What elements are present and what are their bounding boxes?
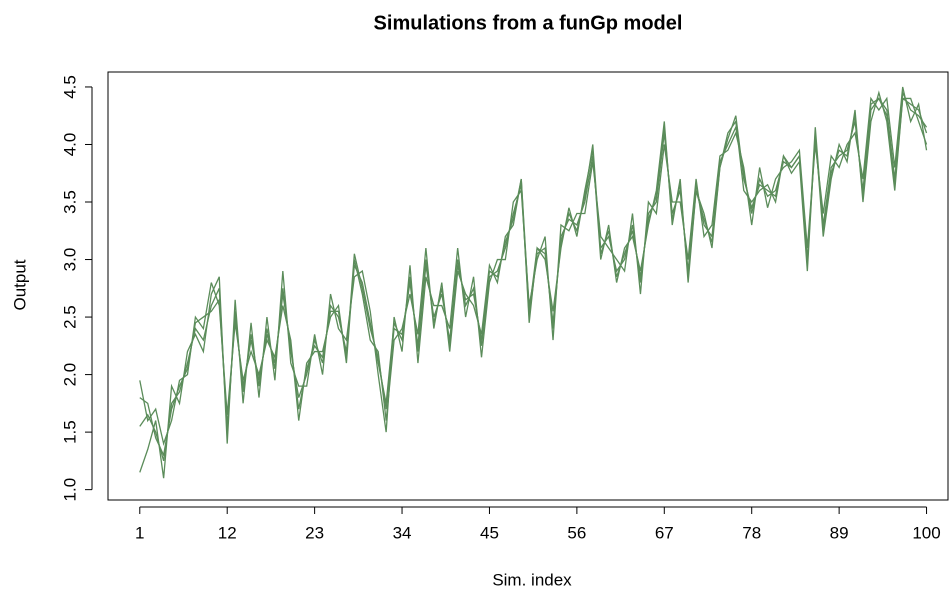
x-tick-label: 67 bbox=[655, 523, 674, 542]
y-tick-label: 2.0 bbox=[60, 363, 79, 387]
x-tick-label: 56 bbox=[567, 523, 586, 542]
y-tick-label: 3.5 bbox=[60, 190, 79, 214]
x-tick-label: 45 bbox=[480, 523, 499, 542]
chart-title: Simulations from a funGp model bbox=[374, 12, 683, 34]
y-tick-label: 1.5 bbox=[60, 420, 79, 444]
y-tick-label: 1.0 bbox=[60, 478, 79, 502]
x-axis-label: Sim. index bbox=[492, 570, 572, 589]
x-tick-label: 12 bbox=[218, 523, 237, 542]
x-tick-label: 34 bbox=[393, 523, 412, 542]
x-tick-label: 1 bbox=[135, 523, 144, 542]
x-tick-label: 89 bbox=[830, 523, 849, 542]
y-tick-label: 2.5 bbox=[60, 305, 79, 329]
x-tick-label: 100 bbox=[912, 523, 940, 542]
y-tick-label: 4.5 bbox=[60, 75, 79, 99]
plot-frame bbox=[107, 71, 949, 501]
x-tick-label: 23 bbox=[305, 523, 324, 542]
y-axis-label: Output bbox=[10, 259, 29, 310]
y-tick-label: 4.0 bbox=[60, 133, 79, 157]
series-line bbox=[139, 97, 928, 458]
x-tick-label: 78 bbox=[742, 523, 761, 542]
y-tick-label: 3.0 bbox=[60, 248, 79, 272]
